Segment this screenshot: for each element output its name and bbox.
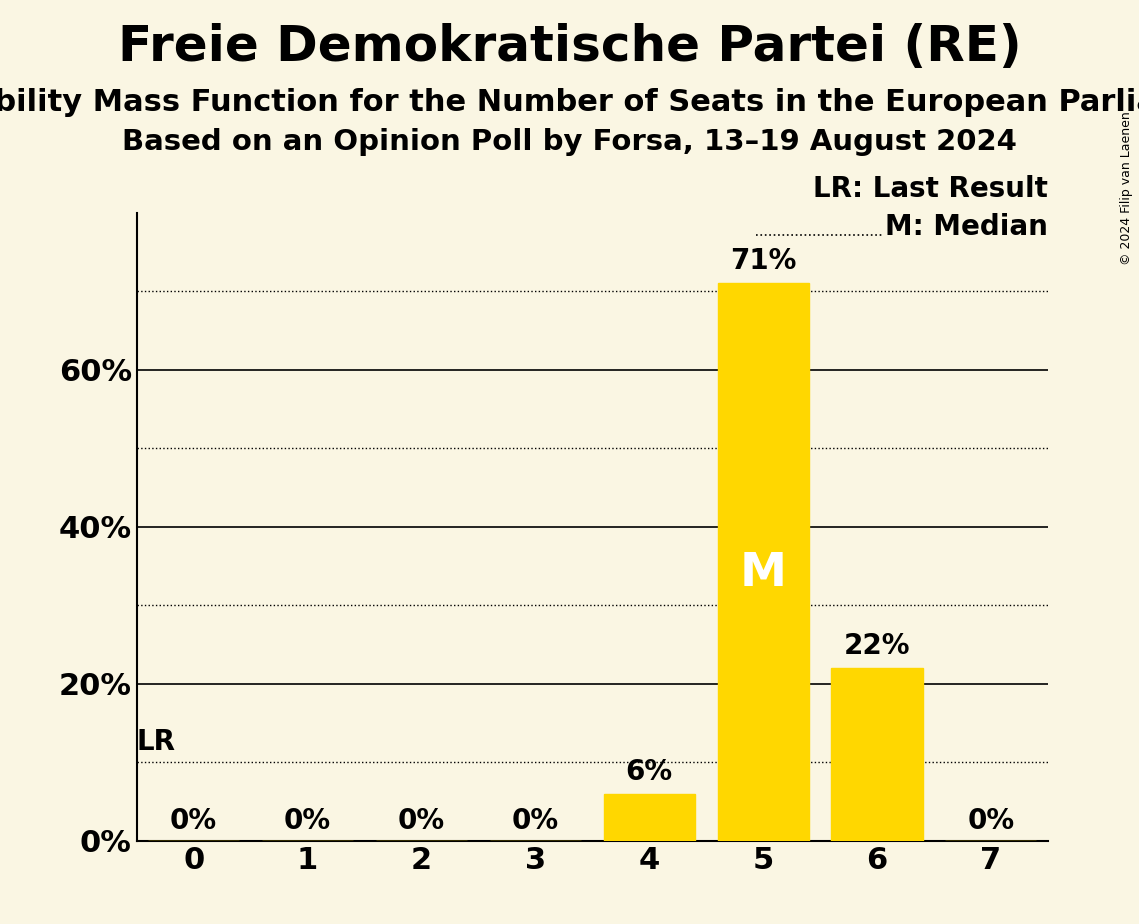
Text: Freie Demokratische Partei (RE): Freie Demokratische Partei (RE): [117, 23, 1022, 71]
Text: 0%: 0%: [967, 807, 1015, 834]
Bar: [831, 668, 923, 841]
Text: 0%: 0%: [170, 807, 218, 834]
Text: M: Median: M: Median: [885, 213, 1048, 241]
Text: © 2024 Filip van Laenen: © 2024 Filip van Laenen: [1121, 111, 1133, 264]
Text: 6%: 6%: [625, 758, 673, 785]
Text: LR: Last Result: LR: Last Result: [813, 175, 1048, 203]
Text: M: M: [739, 551, 787, 596]
Text: Based on an Opinion Poll by Forsa, 13–19 August 2024: Based on an Opinion Poll by Forsa, 13–19…: [122, 128, 1017, 155]
Bar: [718, 283, 809, 841]
Text: 0%: 0%: [398, 807, 445, 834]
Bar: [604, 794, 695, 841]
Text: 0%: 0%: [284, 807, 331, 834]
Text: 71%: 71%: [730, 248, 796, 275]
Text: LR: LR: [137, 728, 175, 756]
Text: 0%: 0%: [511, 807, 559, 834]
Text: Probability Mass Function for the Number of Seats in the European Parliament: Probability Mass Function for the Number…: [0, 88, 1139, 116]
Text: 22%: 22%: [844, 632, 910, 660]
